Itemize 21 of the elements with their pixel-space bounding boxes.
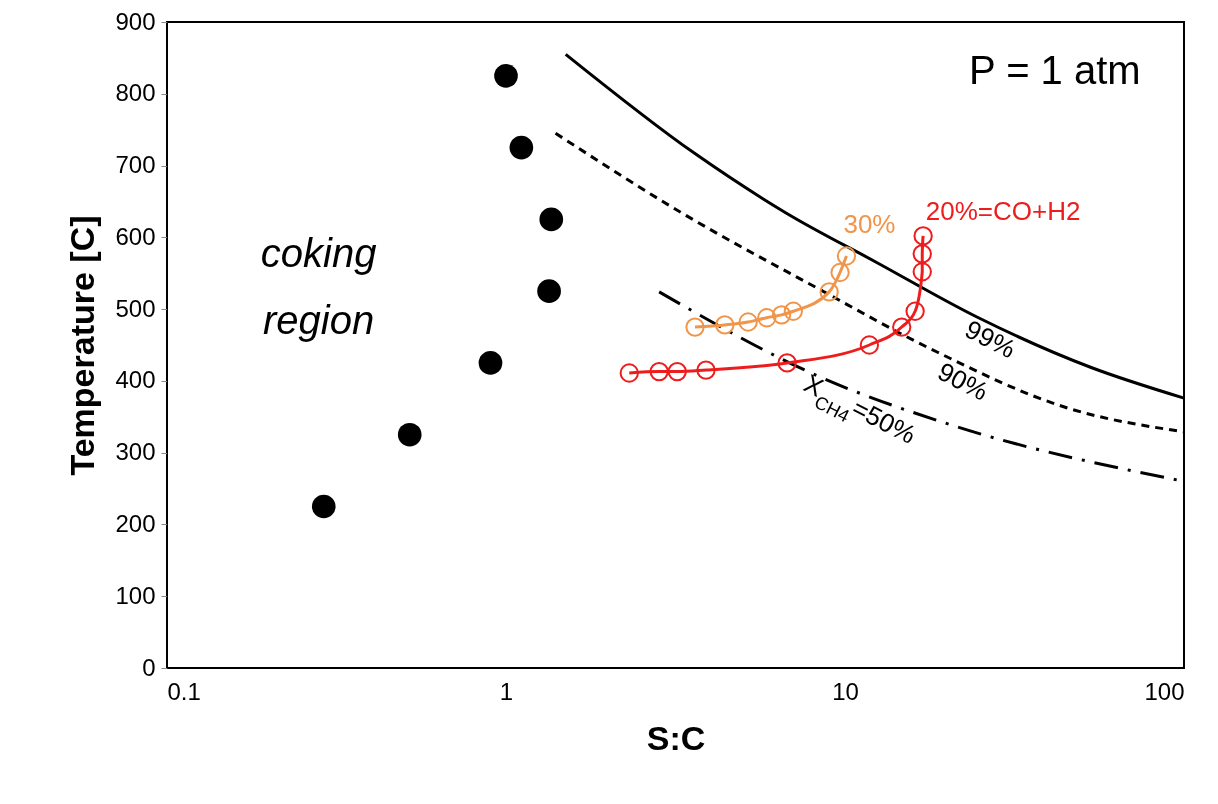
annotation: P = 1 atm	[969, 48, 1141, 93]
y-tick-label: 700	[115, 151, 156, 179]
x-tick-label: 10	[832, 677, 859, 705]
series-label: 30%	[843, 209, 896, 239]
y-tick-label: 400	[115, 366, 156, 394]
y-tick-label: 0	[142, 653, 156, 681]
x-axis-title: S:C	[646, 718, 706, 757]
annotation: coking	[260, 231, 377, 276]
annotation: region	[262, 298, 375, 343]
y-tick-label: 500	[115, 294, 156, 322]
y-tick-label: 900	[115, 7, 156, 35]
y-tick-label: 300	[115, 438, 156, 466]
x-tick-label: 100	[1144, 677, 1185, 705]
y-tick-label: 800	[115, 79, 156, 107]
x-tick-label: 0.1	[167, 677, 201, 705]
x-tick-label: 1	[499, 677, 514, 705]
y-tick-label: 600	[115, 222, 156, 250]
y-tick-label: 100	[115, 581, 156, 609]
series-label: 20%=CO+H2	[925, 195, 1081, 226]
y-tick-label: 200	[115, 509, 156, 537]
y-axis-title: Temperature [C]	[63, 215, 102, 476]
